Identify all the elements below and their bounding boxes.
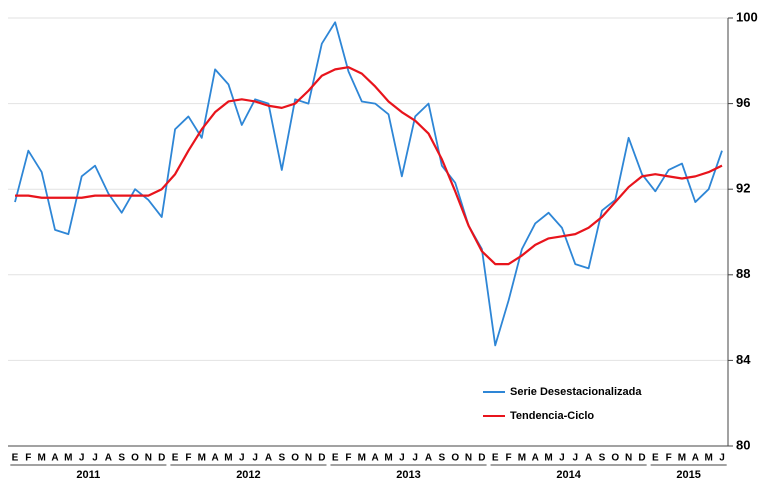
x-tick-label: F [185,453,191,464]
year-label: 2014 [556,469,581,480]
x-tick-label: M [384,453,392,464]
x-tick-label: E [12,453,19,464]
year-label: 2011 [76,469,100,480]
x-tick-label: D [638,453,645,464]
x-tick-label: M [224,453,232,464]
x-tick-label: A [372,453,379,464]
x-tick-label: M [64,453,72,464]
x-tick-label: A [532,453,539,464]
x-tick-label: A [265,453,272,464]
x-tick-label: O [611,453,619,464]
x-tick-label: F [25,453,31,464]
y-tick-label: 100 [736,9,758,24]
x-tick-label: J [572,453,578,464]
x-tick-label: S [118,453,125,464]
x-tick-label: O [291,453,299,464]
x-tick-label: D [318,453,325,464]
y-tick-label: 80 [736,437,750,452]
x-tick-label: A [51,453,58,464]
x-tick-label: M [198,453,206,464]
x-tick-label: M [544,453,552,464]
x-tick-label: D [158,453,165,464]
y-tick-label: 88 [736,266,750,281]
x-tick-label: J [252,453,258,464]
y-tick-label: 96 [736,95,750,110]
x-tick-label: J [559,453,565,464]
y-tick-label: 84 [736,352,751,367]
x-tick-label: N [305,453,312,464]
x-tick-label: F [345,453,351,464]
x-tick-label: A [425,453,432,464]
y-tick-label: 92 [736,181,750,196]
x-tick-label: M [704,453,712,464]
x-tick-label: D [478,453,485,464]
x-tick-label: M [38,453,46,464]
x-tick-label: O [451,453,459,464]
x-tick-label: A [105,453,112,464]
x-tick-label: J [399,453,405,464]
year-label: 2013 [396,469,420,480]
x-tick-label: J [719,453,725,464]
x-tick-label: N [145,453,152,464]
x-tick-label: E [332,453,339,464]
x-tick-label: J [79,453,85,464]
x-tick-label: O [131,453,139,464]
x-tick-label: S [599,453,606,464]
x-tick-label: A [585,453,592,464]
x-tick-label: J [412,453,418,464]
x-tick-label: E [492,453,499,464]
x-tick-label: N [625,453,632,464]
year-label: 2015 [676,469,700,480]
x-tick-label: M [678,453,686,464]
x-tick-label: F [666,453,672,464]
x-tick-label: M [358,453,366,464]
x-tick-label: J [92,453,98,464]
x-tick-label: J [239,453,245,464]
x-tick-label: E [172,453,179,464]
x-tick-label: E [652,453,659,464]
x-tick-label: N [465,453,472,464]
x-tick-label: S [278,453,285,464]
series-line [14,21,723,347]
year-label: 2012 [236,469,260,480]
x-tick-label: M [518,453,526,464]
x-tick-label: F [506,453,512,464]
series-line [15,66,723,266]
x-tick-label: A [692,453,699,464]
x-tick-label: S [439,453,446,464]
legend-label: Serie Desestacionalizada [510,386,642,398]
x-tick-label: A [211,453,218,464]
legend-label: Tendencia-Ciclo [510,410,594,422]
